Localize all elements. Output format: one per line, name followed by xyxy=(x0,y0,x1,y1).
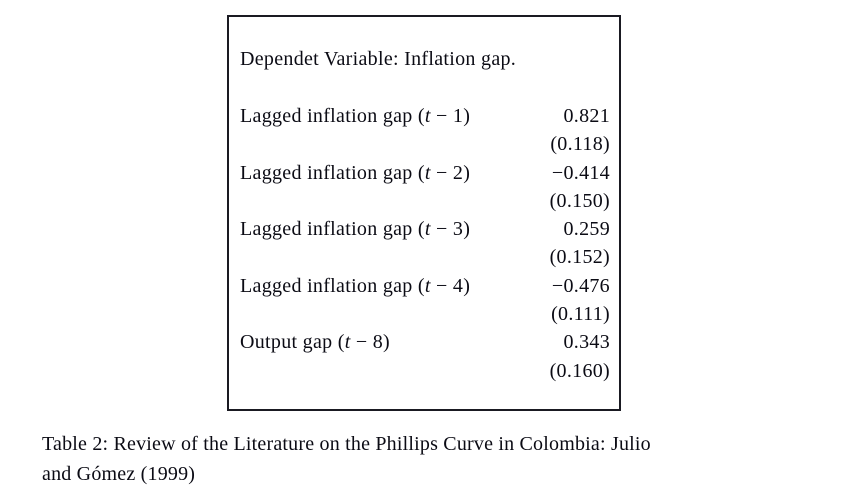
std-error-value: (0.150) xyxy=(549,189,610,212)
row-label: Output gap (t − 8) xyxy=(240,331,391,354)
table-row: Lagged inflation gap (t − 3) 0.259 (0.15… xyxy=(240,215,610,272)
caption-line-1: Table 2: Review of the Literature on the… xyxy=(42,433,651,455)
table-row: Lagged inflation gap (t − 1) 0.821 (0.11… xyxy=(240,102,610,159)
std-error-value: (0.160) xyxy=(549,359,610,382)
std-error-value: (0.118) xyxy=(550,133,610,156)
math-variable-t: t xyxy=(424,161,431,184)
table-row: Lagged inflation gap (t − 2) −0.414 (0.1… xyxy=(240,159,610,216)
row-label: Lagged inflation gap (t − 1) xyxy=(240,105,471,127)
table-caption: Table 2: Review of the Literature on the… xyxy=(42,430,832,489)
row-label: Lagged inflation gap (t − 3) xyxy=(240,218,471,241)
math-variable-t: t xyxy=(424,218,431,241)
math-variable-t: t xyxy=(344,331,351,354)
row-label: Lagged inflation gap (t − 4) xyxy=(240,274,471,297)
table-row: Lagged inflation gap (t − 4) −0.476 (0.1… xyxy=(240,272,610,329)
dependent-variable-heading: Dependet Variable: Inflation gap. xyxy=(240,48,517,70)
caption-line-2: and Gómez (1999) xyxy=(42,462,196,485)
regression-results-box: Dependet Variable: Inflation gap. Lagged… xyxy=(227,15,621,411)
coefficient-value: 0.343 xyxy=(563,331,610,354)
coefficient-value: 0.821 xyxy=(563,105,610,127)
math-variable-t: t xyxy=(424,105,431,127)
coefficient-value: 0.259 xyxy=(563,218,610,241)
math-variable-t: t xyxy=(424,274,431,297)
std-error-value: (0.152) xyxy=(549,246,610,269)
coefficient-value: −0.414 xyxy=(551,161,610,184)
table-row: Output gap (t − 8) 0.343 (0.160) xyxy=(240,328,610,385)
std-error-value: (0.111) xyxy=(551,303,610,326)
row-label: Lagged inflation gap (t − 2) xyxy=(240,161,471,184)
coefficient-value: −0.476 xyxy=(551,274,610,297)
